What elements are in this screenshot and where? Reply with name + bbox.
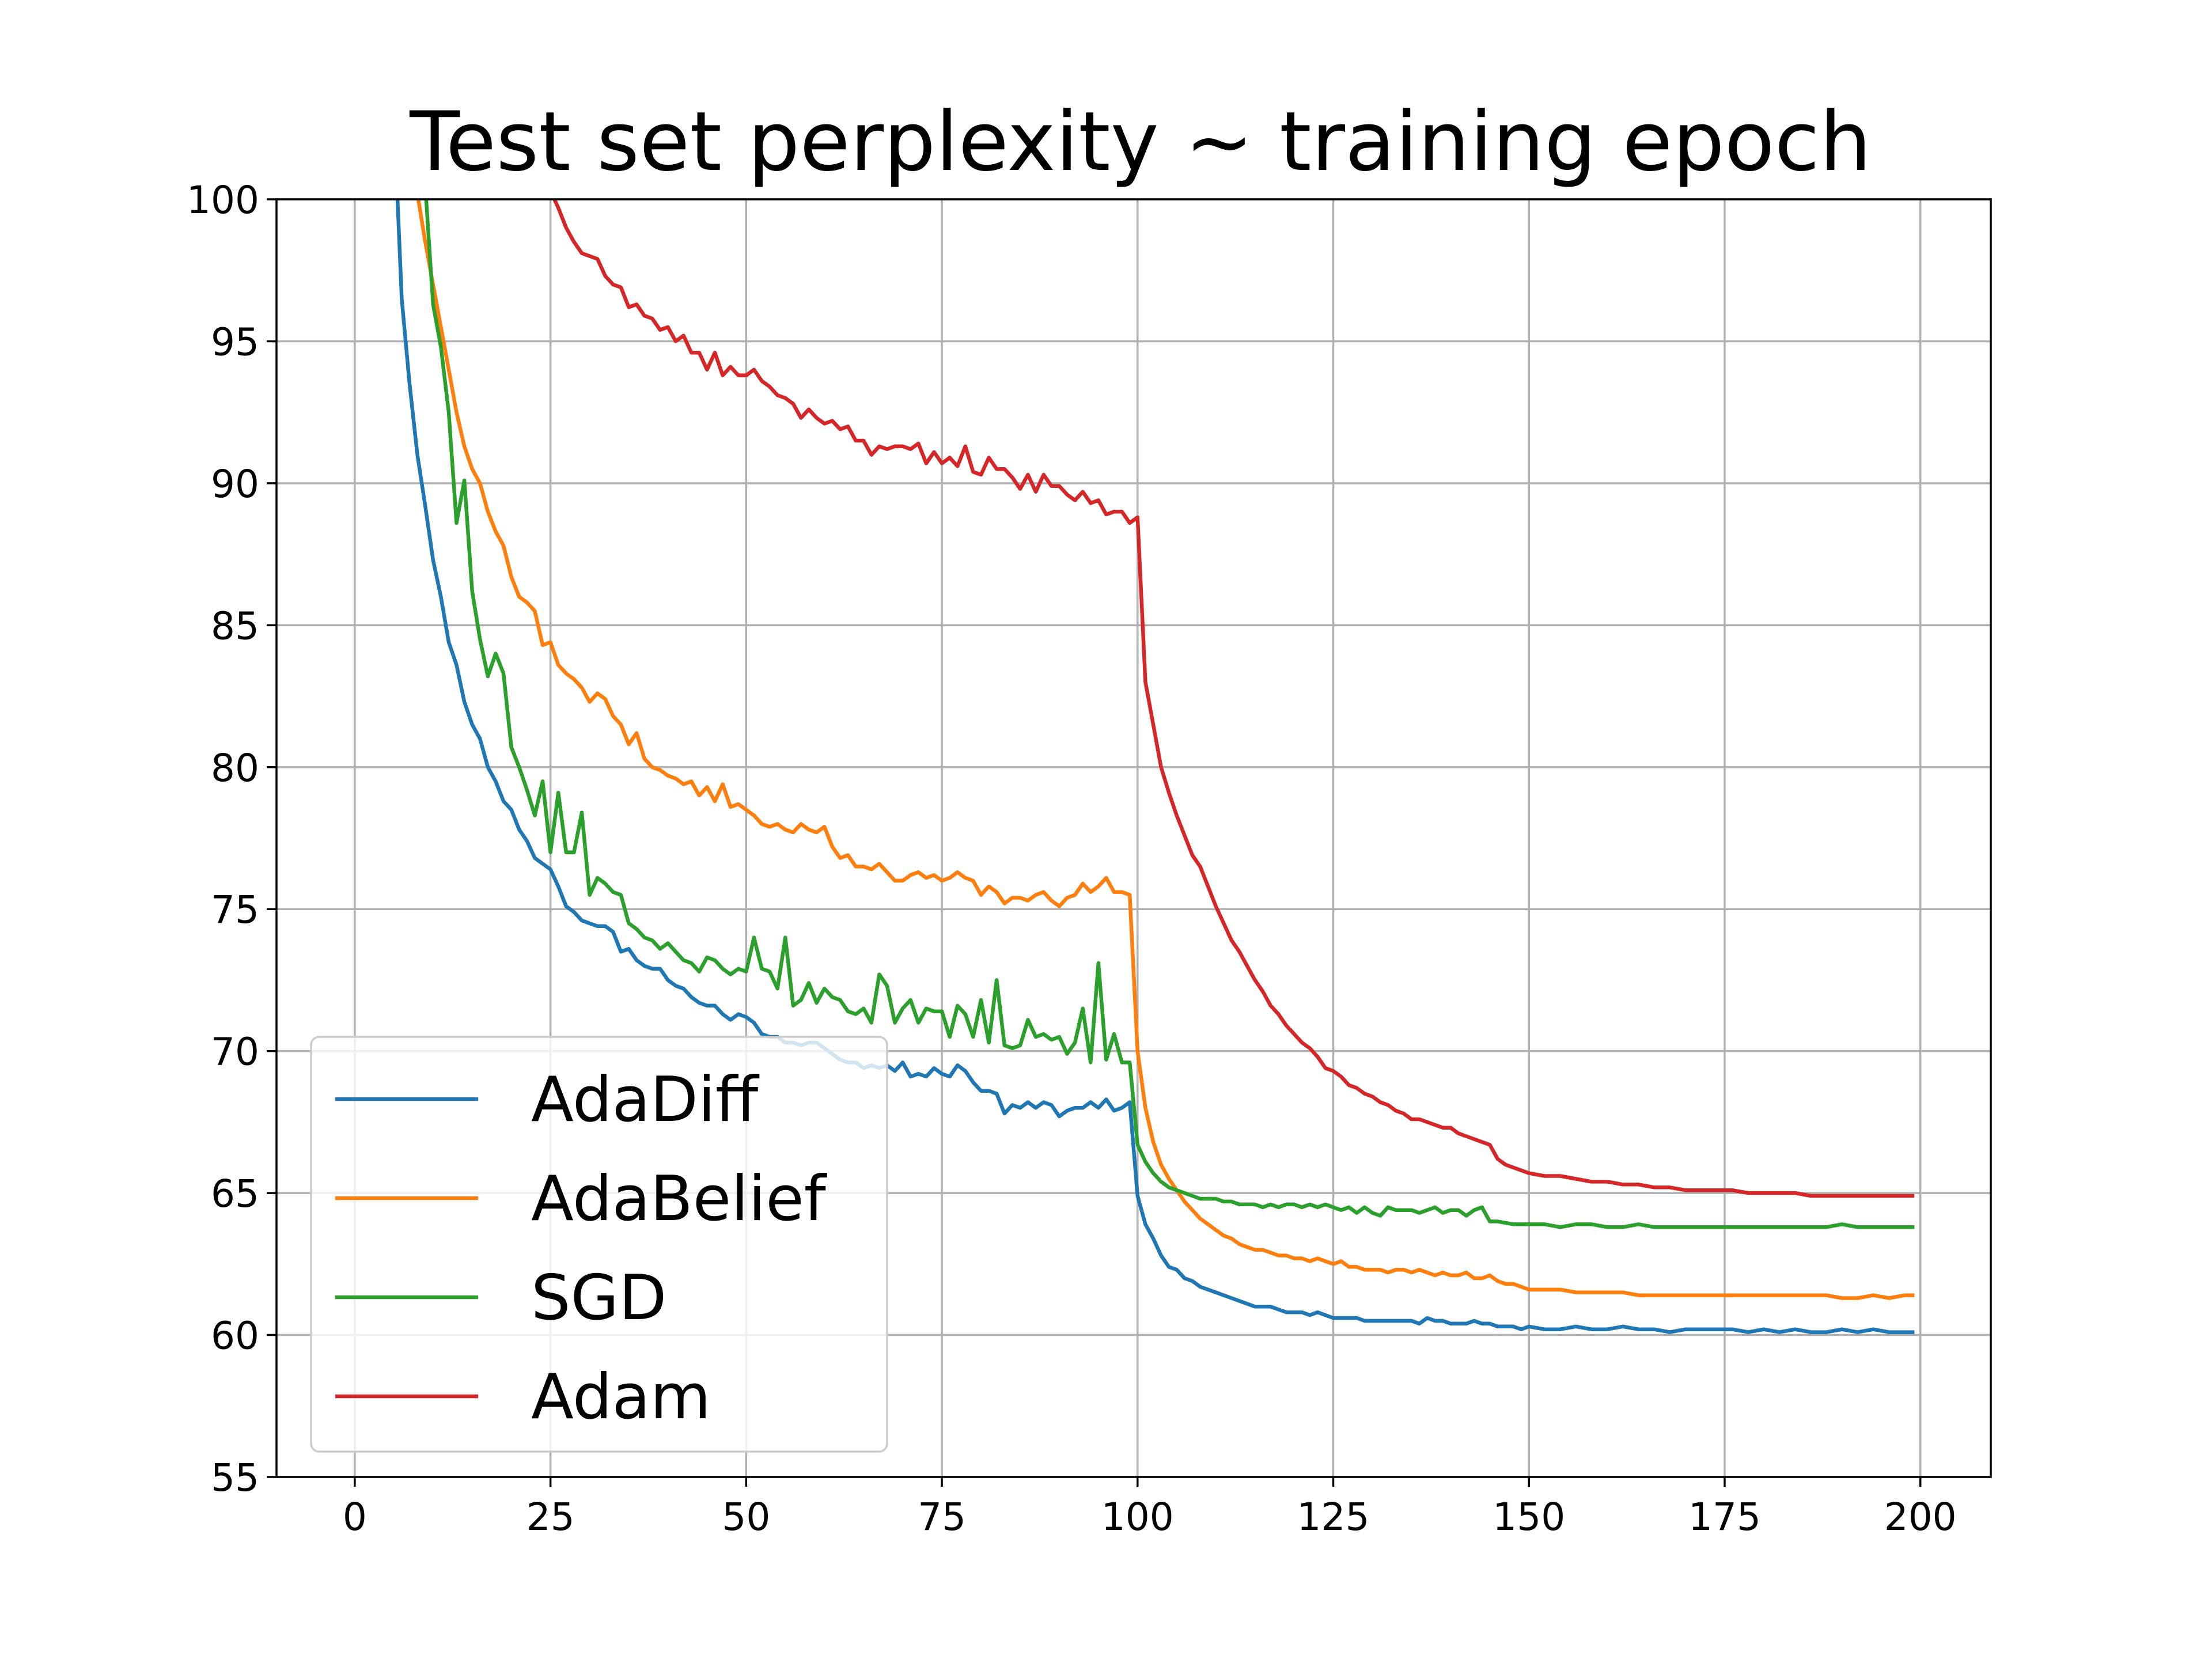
series-line-adabelief — [416, 199, 1915, 1300]
y-tick-label: 70 — [211, 1030, 259, 1074]
x-tick-label: 75 — [918, 1495, 966, 1539]
series-line-adam — [552, 199, 1915, 1198]
plot-frame — [275, 198, 1992, 1478]
x-tick-label: 125 — [1297, 1495, 1370, 1539]
axis-ticks: 0 25 50 75 100 125 150 175 200 55 60 65 70 75 80 85 90 95… — [187, 178, 1957, 1539]
y-tick-label: 90 — [211, 462, 259, 506]
y-tick-label: 85 — [211, 604, 259, 648]
x-tick-label: 100 — [1101, 1495, 1174, 1539]
x-tick-label: 25 — [527, 1495, 575, 1539]
legend-label: SGD — [531, 1262, 666, 1334]
legend-label: Adam — [531, 1361, 711, 1433]
y-tick-label: 60 — [211, 1314, 259, 1358]
y-tick-label: 65 — [211, 1172, 259, 1216]
series-line-sgd — [424, 199, 1915, 1229]
series-lines — [395, 199, 1915, 1334]
y-tick-label: 55 — [211, 1456, 259, 1500]
legend-label: AdaBelief — [531, 1163, 828, 1235]
series-line-adadiff — [395, 199, 1915, 1334]
x-tick-label: 200 — [1884, 1495, 1957, 1539]
y-tick-label: 100 — [187, 178, 259, 222]
legend-box — [310, 1036, 888, 1453]
y-tick-label: 75 — [211, 888, 259, 932]
y-tick-label: 80 — [211, 746, 259, 790]
legend-label: AdaDiff — [531, 1064, 760, 1136]
legend: AdaDiff AdaBelief SGD Adam — [310, 1036, 888, 1453]
y-tick-label: 95 — [211, 320, 259, 364]
x-tick-label: 50 — [722, 1495, 770, 1539]
chart-title: Test set perplexity ~ training epoch — [409, 94, 1871, 190]
x-tick-label: 0 — [343, 1495, 367, 1539]
x-tick-label: 150 — [1493, 1495, 1565, 1539]
x-tick-label: 175 — [1688, 1495, 1761, 1539]
